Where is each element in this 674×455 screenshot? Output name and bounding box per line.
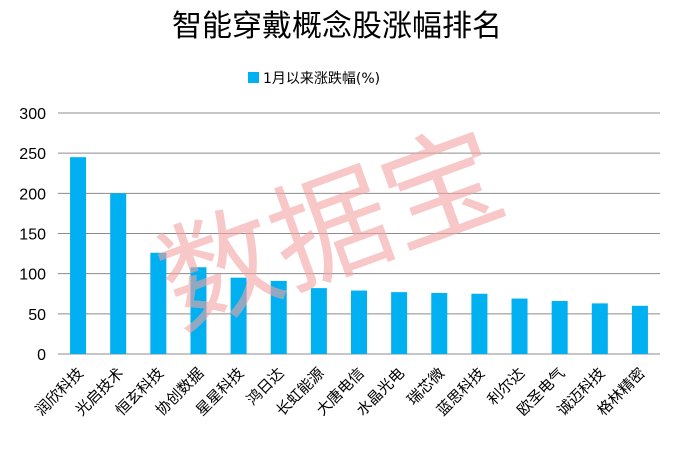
y-tick-label: 150 bbox=[19, 227, 46, 244]
y-tick-label: 0 bbox=[37, 347, 46, 364]
legend-swatch bbox=[248, 72, 259, 83]
bar bbox=[190, 267, 207, 354]
legend: 1月以来涨跌幅(%) bbox=[248, 71, 380, 87]
bar bbox=[310, 288, 327, 354]
bar bbox=[351, 290, 367, 354]
bar bbox=[150, 252, 167, 354]
y-tick-label: 100 bbox=[19, 267, 46, 284]
bar bbox=[270, 280, 287, 354]
bar bbox=[471, 293, 488, 354]
bar bbox=[230, 277, 247, 354]
y-axis-ticks: 0 50 100 150 200 250 300 bbox=[19, 106, 46, 364]
bar bbox=[591, 303, 608, 354]
bar bbox=[431, 292, 448, 354]
y-tick-label: 200 bbox=[19, 186, 46, 203]
x-axis-ticks: 润欣科技光启技术恒玄科技协创数据星星科技鸿日达长虹能源大唐电信水晶光电瑞芯微蓝思… bbox=[32, 364, 649, 419]
watermark: 数据宝 bbox=[141, 104, 521, 355]
bars bbox=[70, 157, 648, 354]
y-tick-label: 250 bbox=[19, 146, 46, 163]
y-tick-label: 300 bbox=[19, 106, 46, 123]
bar bbox=[110, 193, 127, 354]
bar bbox=[391, 292, 408, 354]
bar bbox=[631, 305, 648, 354]
legend-label: 1月以来涨跌幅(%) bbox=[263, 71, 380, 87]
bar bbox=[551, 300, 568, 354]
y-tick-label: 50 bbox=[28, 307, 46, 324]
chart-title: 智能穿戴概念股涨幅排名 bbox=[172, 9, 502, 44]
bar bbox=[511, 298, 528, 354]
bar bbox=[70, 157, 87, 354]
